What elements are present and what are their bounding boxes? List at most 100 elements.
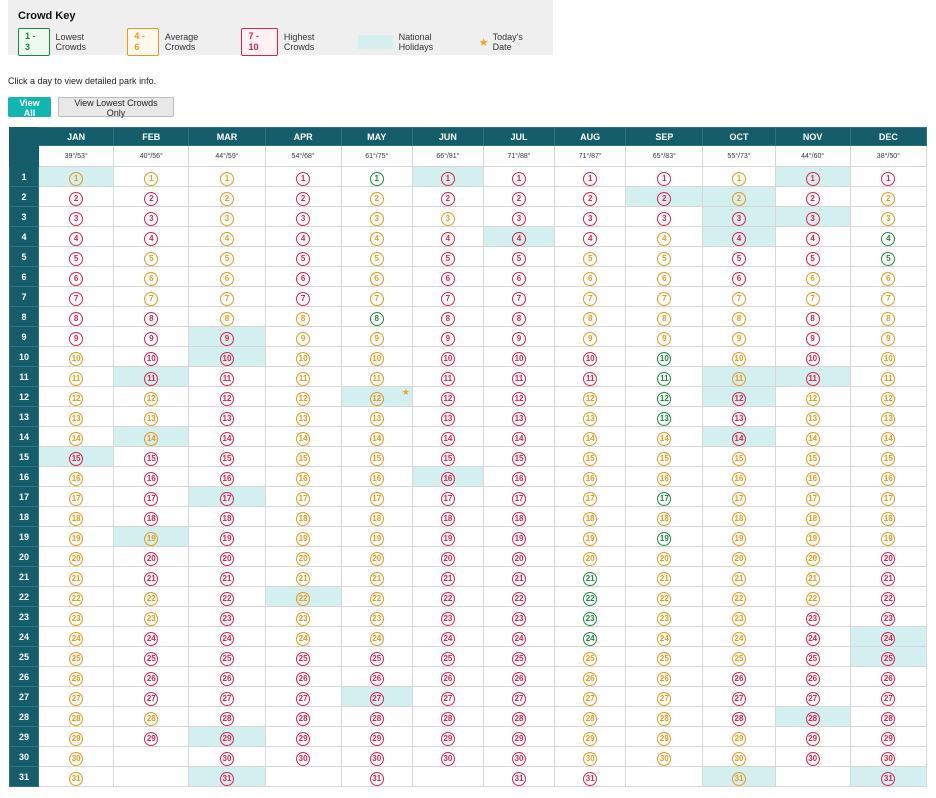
day-circle-avg[interactable]: 19 — [731, 531, 746, 546]
day-circle-high[interactable]: 6 — [731, 271, 746, 286]
day-circle-avg[interactable]: 22 — [296, 591, 311, 606]
day-circle-low[interactable]: 17 — [657, 491, 672, 506]
day-circle-avg[interactable]: 7 — [144, 291, 159, 306]
day-circle-high[interactable]: 2 — [69, 191, 84, 206]
day-circle-high[interactable]: 26 — [440, 671, 455, 686]
day-circle-avg[interactable]: 11 — [731, 371, 746, 386]
day-circle-high[interactable]: 26 — [144, 671, 159, 686]
day-circle-high[interactable]: 9 — [144, 331, 159, 346]
day-circle-avg[interactable]: 6 — [657, 271, 672, 286]
day-circle-high[interactable]: 27 — [805, 691, 820, 706]
day-circle-high[interactable]: 11 — [512, 371, 527, 386]
day-circle-avg[interactable]: 17 — [69, 491, 84, 506]
day-circle-low[interactable]: 23 — [583, 611, 598, 626]
day-circle-high[interactable]: 9 — [805, 331, 820, 346]
day-circle-avg[interactable]: 27 — [69, 691, 84, 706]
day-circle-high[interactable]: 1 — [296, 171, 311, 186]
day-circle-avg[interactable]: 21 — [369, 571, 384, 586]
day-circle-high[interactable]: 17 — [440, 491, 455, 506]
day-circle-avg[interactable]: 8 — [296, 311, 311, 326]
day-circle-avg[interactable]: 15 — [583, 451, 598, 466]
day-circle-avg[interactable]: 24 — [69, 631, 84, 646]
day-circle-low[interactable]: 11 — [657, 371, 672, 386]
day-circle-avg[interactable]: 2 — [881, 191, 896, 206]
day-circle-avg[interactable]: 24 — [369, 631, 384, 646]
day-circle-high[interactable]: 11 — [440, 371, 455, 386]
day-circle-avg[interactable]: 11 — [296, 371, 311, 386]
day-circle-avg[interactable]: 9 — [296, 331, 311, 346]
day-circle-avg[interactable]: 1 — [731, 171, 746, 186]
day-circle-avg[interactable]: 28 — [657, 711, 672, 726]
day-circle-avg[interactable]: 13 — [881, 411, 896, 426]
day-circle-avg[interactable]: 21 — [731, 571, 746, 586]
day-circle-high[interactable]: 29 — [440, 731, 455, 746]
day-circle-high[interactable]: 3 — [731, 211, 746, 226]
day-circle-avg[interactable]: 2 — [369, 191, 384, 206]
day-circle-avg[interactable]: 14 — [583, 431, 598, 446]
day-circle-avg[interactable]: 23 — [144, 611, 159, 626]
day-circle-avg[interactable]: 18 — [69, 511, 84, 526]
day-circle-avg[interactable]: 3 — [440, 211, 455, 226]
day-circle-avg[interactable]: 8 — [657, 311, 672, 326]
day-circle-high[interactable]: 28 — [219, 711, 234, 726]
day-circle-high[interactable]: 20 — [440, 551, 455, 566]
day-circle-high[interactable]: 25 — [440, 651, 455, 666]
day-circle-avg[interactable]: 18 — [583, 511, 598, 526]
day-circle-avg[interactable]: 18 — [369, 511, 384, 526]
day-circle-high[interactable]: 6 — [512, 271, 527, 286]
day-circle-avg[interactable]: 11 — [881, 371, 896, 386]
day-circle-high[interactable]: 17 — [219, 491, 234, 506]
day-circle-high[interactable]: 27 — [296, 691, 311, 706]
day-circle-high[interactable]: 9 — [69, 331, 84, 346]
day-circle-high[interactable]: 30 — [512, 751, 527, 766]
day-circle-avg[interactable]: 25 — [583, 651, 598, 666]
day-circle-high[interactable]: 29 — [144, 731, 159, 746]
day-circle-high[interactable]: 1 — [657, 171, 672, 186]
day-circle-avg[interactable]: 16 — [657, 471, 672, 486]
day-circle-high[interactable]: 15 — [144, 451, 159, 466]
day-circle-high[interactable]: 11 — [583, 371, 598, 386]
day-circle-high[interactable]: 27 — [881, 691, 896, 706]
day-circle-avg[interactable]: 20 — [805, 551, 820, 566]
day-circle-high[interactable]: 13 — [512, 411, 527, 426]
day-circle-avg[interactable]: 6 — [219, 271, 234, 286]
day-circle-avg[interactable]: 20 — [69, 551, 84, 566]
day-circle-high[interactable]: 21 — [440, 571, 455, 586]
day-circle-high[interactable]: 5 — [805, 251, 820, 266]
day-circle-avg[interactable]: 28 — [583, 711, 598, 726]
day-circle-high[interactable]: 23 — [805, 611, 820, 626]
day-circle-high[interactable]: 27 — [512, 691, 527, 706]
day-circle-high[interactable]: 28 — [881, 711, 896, 726]
day-circle-avg[interactable]: 10 — [296, 351, 311, 366]
day-circle-avg[interactable]: 29 — [69, 731, 84, 746]
day-circle-avg[interactable]: 7 — [731, 291, 746, 306]
day-circle-high[interactable]: 8 — [512, 311, 527, 326]
day-circle-high[interactable]: 10 — [583, 351, 598, 366]
day-circle-avg[interactable]: 19 — [881, 531, 896, 546]
day-circle-avg[interactable]: 5 — [583, 251, 598, 266]
day-circle-avg[interactable]: 22 — [731, 591, 746, 606]
day-circle-high[interactable]: 27 — [219, 691, 234, 706]
day-circle-high[interactable]: 9 — [512, 331, 527, 346]
day-circle-avg[interactable]: 8 — [731, 311, 746, 326]
day-circle-high[interactable]: 16 — [219, 471, 234, 486]
day-circle-avg[interactable]: 26 — [583, 671, 598, 686]
day-circle-high[interactable]: 8 — [440, 311, 455, 326]
day-circle-avg[interactable]: 22 — [805, 591, 820, 606]
day-circle-avg[interactable]: 19 — [369, 531, 384, 546]
day-circle-avg[interactable]: 8 — [881, 311, 896, 326]
day-circle-avg[interactable]: 30 — [657, 751, 672, 766]
day-circle-avg[interactable]: 6 — [583, 271, 598, 286]
day-circle-avg[interactable]: 5 — [219, 251, 234, 266]
day-circle-avg[interactable]: 12 — [369, 391, 384, 406]
view-all-button[interactable]: View All — [8, 97, 51, 118]
day-circle-high[interactable]: 29 — [369, 731, 384, 746]
day-circle-avg[interactable]: 28 — [144, 711, 159, 726]
day-circle-high[interactable]: 5 — [296, 251, 311, 266]
day-circle-avg[interactable]: 10 — [69, 351, 84, 366]
day-circle-avg[interactable]: 16 — [805, 471, 820, 486]
day-circle-high[interactable]: 13 — [731, 411, 746, 426]
day-circle-high[interactable]: 21 — [512, 571, 527, 586]
day-circle-high[interactable]: 10 — [512, 351, 527, 366]
day-circle-avg[interactable]: 9 — [583, 331, 598, 346]
